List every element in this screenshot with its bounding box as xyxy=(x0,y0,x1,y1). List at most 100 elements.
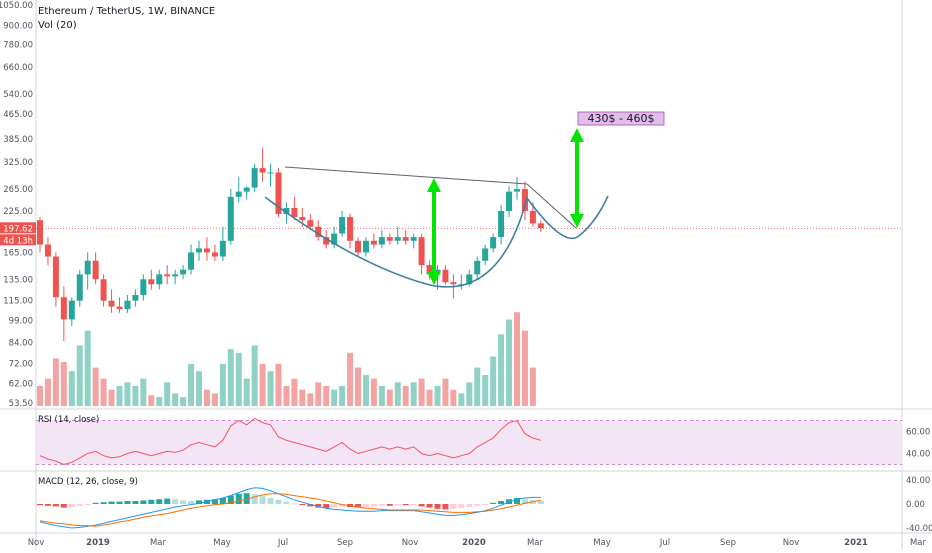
target-box xyxy=(577,111,665,126)
target-label: 430$ - 460$ xyxy=(588,112,655,125)
candle-body xyxy=(92,260,99,280)
x-tick-label: Jul xyxy=(277,538,288,548)
candle-body xyxy=(172,274,179,277)
volume-bar xyxy=(243,378,250,406)
candle-body xyxy=(68,300,75,320)
volume-bar xyxy=(44,378,51,406)
macd-histogram-bar xyxy=(355,504,361,508)
y-tick-label: 1050.00 xyxy=(0,1,33,11)
macd-histogram-bar xyxy=(434,504,441,509)
volume-bar xyxy=(474,367,481,406)
candle-body xyxy=(498,210,505,238)
macd-histogram-bar xyxy=(458,504,465,509)
macd-histogram-bar xyxy=(124,501,131,504)
rsi-title: RSI (14, close) xyxy=(38,415,99,425)
candle-body xyxy=(100,279,107,301)
candle-body xyxy=(211,252,218,257)
candle-body xyxy=(291,208,298,218)
candle-body xyxy=(52,256,59,298)
volume-bar xyxy=(315,382,322,406)
candle-body xyxy=(124,300,131,310)
rsi-y-tick: 40.00 xyxy=(906,450,930,460)
volume-bar xyxy=(235,352,242,406)
macd-histogram-bar xyxy=(410,504,417,505)
y-tick-label: 53.50 xyxy=(9,399,33,409)
y-tick-label: 900.00 xyxy=(3,22,33,32)
macd-histogram-bar xyxy=(76,504,83,506)
candle-body xyxy=(529,210,536,224)
volume-bar xyxy=(267,371,274,406)
macd-histogram-bar xyxy=(196,500,202,504)
candle-body xyxy=(355,240,361,253)
x-tick-label: Sep xyxy=(720,538,736,548)
volume-bar xyxy=(124,382,131,406)
volume-bar xyxy=(362,374,369,406)
volume-bar xyxy=(84,330,91,406)
countdown-label: 4d 13h xyxy=(3,236,33,246)
volume-bar xyxy=(203,389,210,406)
x-tick-label: May xyxy=(593,538,611,548)
macd-histogram-bar xyxy=(442,504,449,510)
macd-histogram-bar xyxy=(331,504,338,508)
macd-y-tick: 0.00 xyxy=(906,500,925,510)
candle-body xyxy=(347,217,354,241)
volume-bar xyxy=(219,363,226,406)
macd-histogram-bar xyxy=(482,504,489,505)
volume-bar xyxy=(172,393,179,406)
x-tick-label: Nov xyxy=(402,538,419,548)
volume-bar xyxy=(140,378,147,406)
macd-histogram-bar xyxy=(60,504,67,508)
macd-histogram-bar xyxy=(219,498,226,504)
y-tick-label: 62.00 xyxy=(9,379,33,389)
volume-bar xyxy=(60,362,67,406)
candle-body xyxy=(378,237,385,245)
volume-bar xyxy=(482,374,489,406)
candle-body xyxy=(474,260,481,275)
candle-body xyxy=(426,265,433,275)
candle-body xyxy=(315,226,322,238)
y-tick-label: 780.00 xyxy=(3,41,33,51)
candle-body xyxy=(410,237,417,241)
current-price-tag xyxy=(0,222,36,234)
x-tick-label: Sep xyxy=(337,538,353,548)
macd-histogram-bar xyxy=(450,504,457,509)
volume-bar xyxy=(458,393,465,406)
candle-body xyxy=(283,208,290,214)
volume-bar xyxy=(410,382,417,406)
volume-bar xyxy=(92,367,99,406)
y-tick-label: 265.00 xyxy=(3,185,33,195)
candle-body xyxy=(267,172,274,174)
y-tick-label: 72.00 xyxy=(9,359,33,369)
macd-histogram-bar xyxy=(108,501,115,504)
rsi-series-line xyxy=(39,417,541,466)
macd-histogram-bar xyxy=(227,495,234,504)
rsi-y-tick: 60.00 xyxy=(906,428,930,438)
candle-body xyxy=(506,191,513,211)
macd-histogram-bar xyxy=(140,500,147,504)
macd-histogram-bar xyxy=(188,501,195,504)
candle-body xyxy=(323,237,330,245)
volume-bar xyxy=(386,389,393,406)
current-price-label: 197.62 xyxy=(3,224,33,234)
macd-histogram-bar xyxy=(323,504,330,509)
volume-bar xyxy=(498,334,505,406)
candle-body xyxy=(219,240,226,257)
candle-body xyxy=(490,237,497,249)
y-tick-label: 115.00 xyxy=(3,297,33,307)
volume-bar xyxy=(418,378,425,406)
x-tick-label: Nov xyxy=(783,538,800,548)
volume-bar xyxy=(394,382,401,406)
handle-curve xyxy=(526,195,609,240)
volume-bar xyxy=(299,389,306,406)
candle-body xyxy=(132,294,139,301)
countdown-tag xyxy=(0,234,36,246)
y-tick-label: 99.00 xyxy=(9,317,33,327)
macd-histogram-bar xyxy=(394,504,401,506)
macd-histogram-bar xyxy=(291,503,298,505)
x-tick-label: Jul xyxy=(659,538,670,548)
volume-bar xyxy=(378,386,385,406)
volume-bar xyxy=(466,382,473,406)
volume-bar xyxy=(347,352,354,406)
macd-y-tick: -40.00 xyxy=(906,524,932,534)
candle-body xyxy=(521,189,528,211)
